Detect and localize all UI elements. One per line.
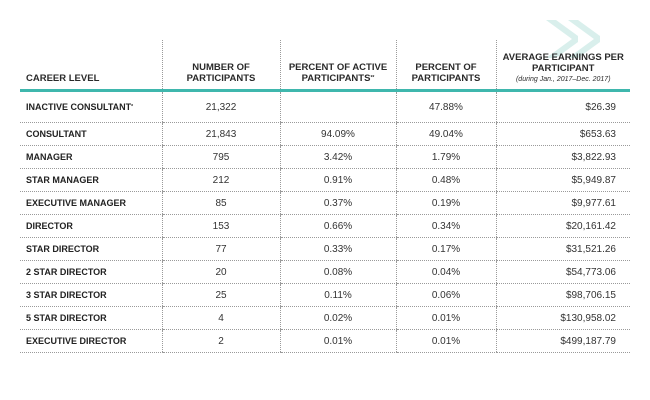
table-row: MANAGER 795 3.42% 1.79% $3,822.93 [20,145,630,169]
percent-participants-cell: 0.19% [395,191,496,215]
table-row: 2 STAR DIRECTOR 20 0.08% 0.04% $54,773.06 [20,260,630,284]
table-row: INACTIVE CONSULTANT* 21,322 47.88% $26.39 [20,90,630,123]
percent-active-cell: 0.11% [279,283,396,307]
average-earnings-cell: $98,706.15 [495,283,630,307]
participants-cell: 212 [161,168,280,192]
table-header-row: CAREER LEVEL NUMBER OF PARTICIPANTS PERC… [20,40,630,91]
footnote-mark: ** [370,75,375,81]
average-earnings-cell: $9,977.61 [495,191,630,215]
percent-active-cell: 0.37% [279,191,396,215]
header-career-level: CAREER LEVEL [26,73,100,84]
table-row: 5 STAR DIRECTOR 4 0.02% 0.01% $130,958.02 [20,306,630,330]
average-earnings-cell: $499,187.79 [495,329,630,353]
percent-participants-cell: 0.34% [395,214,496,238]
career-level-cell: STAR DIRECTOR [20,237,162,261]
career-level-cell: DIRECTOR [20,214,162,238]
percent-active-cell: 0.66% [279,214,396,238]
average-earnings-cell: $3,822.93 [495,145,630,169]
table-row: DIRECTOR 153 0.66% 0.34% $20,161.42 [20,214,630,238]
footnote-mark: * [131,104,134,110]
percent-participants-cell: 0.04% [395,260,496,284]
career-level-cell: MANAGER [20,145,162,169]
percent-active-cell: 94.09% [279,122,396,146]
header-date-range-note: (during Jan., 2017–Dec. 2017) [515,76,611,83]
percent-participants-cell: 49.04% [395,122,496,146]
percent-participants-cell: 0.48% [395,168,496,192]
participants-cell: 25 [161,283,280,307]
average-earnings-cell: $130,958.02 [495,306,630,330]
percent-active-cell: 0.08% [279,260,396,284]
participants-cell: 2 [161,329,280,353]
average-earnings-cell: $20,161.42 [495,214,630,238]
header-average-earnings: AVERAGE EARNINGS PER PARTICIPANT (during … [495,40,630,91]
average-earnings-cell: $54,773.06 [495,260,630,284]
participants-cell: 153 [161,214,280,238]
earnings-table: CAREER LEVEL NUMBER OF PARTICIPANTS PERC… [20,40,630,353]
participants-cell: 20 [161,260,280,284]
header-percent-active: PERCENT OF ACTIVE PARTICIPANTS** [279,40,396,91]
percent-participants-cell: 0.01% [395,329,496,353]
participants-cell: 85 [161,191,280,215]
percent-active-cell: 0.01% [279,329,396,353]
career-level-cell: EXECUTIVE MANAGER [20,191,162,215]
table-row: CONSULTANT 21,843 94.09% 49.04% $653.63 [20,122,630,146]
average-earnings-cell: $5,949.87 [495,168,630,192]
participants-cell: 795 [161,145,280,169]
career-level-cell: EXECUTIVE DIRECTOR [20,329,162,353]
career-level-cell: 2 STAR DIRECTOR [20,260,162,284]
percent-participants-cell: 0.17% [395,237,496,261]
table-row: EXECUTIVE DIRECTOR 2 0.01% 0.01% $499,187.79 [20,329,630,353]
percent-active-cell: 0.02% [279,306,396,330]
average-earnings-cell: $653.63 [495,122,630,146]
career-level-cell: STAR MANAGER [20,168,162,192]
table-row: EXECUTIVE MANAGER 85 0.37% 0.19% $9,977.61 [20,191,630,215]
participants-cell: 77 [161,237,280,261]
career-level-cell: CONSULTANT [20,122,162,146]
career-level-cell: INACTIVE CONSULTANT* [20,90,162,123]
percent-active-cell: 0.33% [279,237,396,261]
percent-active-cell: 0.91% [279,168,396,192]
percent-participants-cell: 0.06% [395,283,496,307]
percent-active-cell: 3.42% [279,145,396,169]
career-level-cell: 3 STAR DIRECTOR [20,283,162,307]
participants-cell: 4 [161,306,280,330]
participants-cell: 21,843 [161,122,280,146]
header-number-of-participants: NUMBER OF PARTICIPANTS [161,40,280,91]
percent-participants-cell: 1.79% [395,145,496,169]
table-row: 3 STAR DIRECTOR 25 0.11% 0.06% $98,706.15 [20,283,630,307]
percent-participants-cell: 47.88% [395,90,496,123]
participants-cell: 21,322 [161,90,280,123]
percent-participants-cell: 0.01% [395,306,496,330]
percent-active-cell [279,90,396,123]
header-percent-participants: PERCENT OF PARTICIPANTS [395,40,496,91]
career-level-cell: 5 STAR DIRECTOR [20,306,162,330]
average-earnings-cell: $31,521.26 [495,237,630,261]
table-row: STAR DIRECTOR 77 0.33% 0.17% $31,521.26 [20,237,630,261]
average-earnings-cell: $26.39 [495,90,630,123]
table-row: STAR MANAGER 212 0.91% 0.48% $5,949.87 [20,168,630,192]
